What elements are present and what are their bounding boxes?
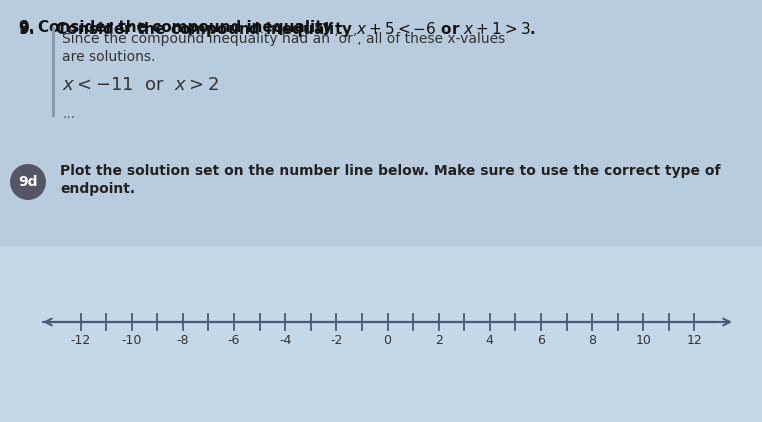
Text: -2: -2	[330, 334, 343, 347]
Text: 8: 8	[588, 334, 596, 347]
Text: 10: 10	[636, 334, 652, 347]
Text: ...: ...	[62, 107, 75, 121]
Text: $x<-11$  or  $x>2$: $x<-11$ or $x>2$	[62, 76, 219, 94]
Text: Since the compound inequality had an ‘or’, all of these x-values: Since the compound inequality had an ‘or…	[62, 32, 505, 46]
Text: 9.    Consider the compound inequality $x+5<-6$ or $x+1>3$.: 9. Consider the compound inequality $x+5…	[18, 20, 536, 39]
Text: endpoint.: endpoint.	[60, 182, 135, 196]
Text: 6: 6	[537, 334, 545, 347]
Bar	[52, 27, 55, 117]
Bar	[0, 247, 762, 422]
Text: -6: -6	[228, 334, 240, 347]
Circle shape	[10, 164, 46, 200]
Text: Consider the compound inequality: Consider the compound inequality	[38, 20, 338, 35]
Text: 0: 0	[383, 334, 392, 347]
Text: -8: -8	[177, 334, 189, 347]
Text: 4: 4	[486, 334, 494, 347]
Text: 12: 12	[687, 334, 703, 347]
Text: Plot the solution set on the number line below. Make sure to use the correct typ: Plot the solution set on the number line…	[60, 164, 721, 178]
Text: 9d: 9d	[18, 175, 38, 189]
Text: are solutions.: are solutions.	[62, 50, 155, 64]
Text: 2: 2	[434, 334, 443, 347]
Text: -10: -10	[122, 334, 142, 347]
Text: -4: -4	[279, 334, 291, 347]
Text: 9.: 9.	[18, 20, 34, 35]
Text: -12: -12	[70, 334, 91, 347]
